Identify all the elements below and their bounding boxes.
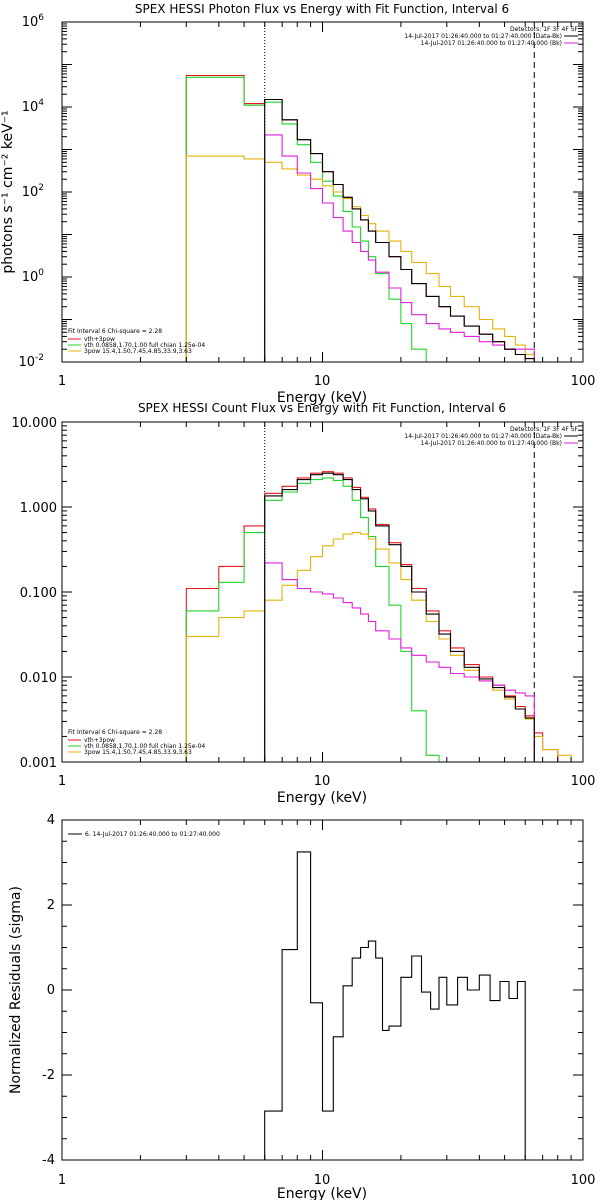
y-tick-exponent: 6	[38, 13, 44, 23]
residuals-y-tick-label: -4	[42, 1153, 55, 1168]
photon-flux-title: SPEX HESSI Photon Flux vs Energy with Fi…	[135, 2, 509, 16]
residuals-panel: 1 10 100 Energy (keV) -4 -2 0 2 4 Normal…	[8, 813, 595, 1200]
count-flux-legend-data-bk: 14-Jul-2017 01:26:40.000 to 01:27:40.000…	[404, 433, 562, 440]
count-flux-x-axis-label: Energy (keV)	[277, 790, 367, 806]
photon-flux-panel: SPEX HESSI Photon Flux vs Energy with Fi…	[0, 2, 595, 406]
count-flux-y-tick-label: 1.000	[20, 501, 57, 516]
photon-flux-legend-total: vth+3pow	[84, 336, 115, 343]
photon-flux-series	[185, 22, 558, 363]
y-tick-base: 10	[22, 270, 39, 285]
count-flux-x-tick-label: 10	[314, 774, 331, 789]
residuals-series	[264, 851, 526, 1160]
residuals-x-axis-label: Energy (keV)	[277, 1186, 367, 1200]
y-tick-exponent: 4	[38, 98, 44, 108]
photon-flux-y-tick-label: 102	[22, 183, 44, 200]
series-1-4	[264, 472, 535, 762]
count-flux-ticks	[61, 422, 583, 763]
series-0-4	[264, 98, 535, 362]
count-flux-y-tick-label: 0.010	[20, 671, 57, 686]
count-flux-legend-detectors: Detectors: 1F 3F 4F 5F	[510, 426, 579, 433]
count-flux-y-tick-label: 0.001	[20, 756, 57, 771]
residuals-x-tick-label: 100	[571, 1173, 596, 1188]
y-tick-exponent: 2	[38, 183, 44, 193]
count-flux-x-tick-label: 100	[571, 774, 596, 789]
photon-flux-x-axis-label: Energy (keV)	[277, 390, 367, 406]
y-tick-base: 10	[22, 15, 39, 30]
photon-flux-y-tick-label: 104	[22, 98, 45, 115]
photon-flux-x-tick-label: 10	[314, 374, 331, 389]
photon-flux-y-tick-label: 10-2	[18, 353, 44, 370]
residuals-ticks	[61, 819, 583, 1161]
photon-flux-legend-bk: 14-Jul-2017 01:26:40.000 to 01:27:40.000…	[421, 40, 562, 47]
y-tick-exponent: 0	[38, 268, 44, 278]
series-2-0	[264, 851, 526, 1160]
y-tick-base: 10	[22, 100, 39, 115]
residuals-x-tick-label: 1	[58, 1173, 66, 1188]
photon-flux-y-tick-label: 100	[22, 268, 45, 285]
y-tick-base: 10	[22, 185, 39, 200]
count-flux-y-tick-label: 10.000	[12, 416, 58, 431]
count-flux-y-tick-label: 0.100	[20, 586, 57, 601]
residuals-y-tick-label: 2	[47, 898, 55, 913]
series-0-3	[264, 134, 535, 362]
count-flux-legend-total: vth+3pow	[84, 737, 115, 744]
photon-flux-x-tick-label: 1	[58, 374, 66, 389]
count-flux-fit-summary: Fit Interval 6 Chi-square = 2.28	[68, 729, 162, 736]
count-flux-legend-bk: 14-Jul-2017 01:26:40.000 to 01:27:40.000…	[421, 440, 562, 447]
photon-flux-fit-summary: Fit Interval 6 Chi-square = 2.28	[68, 328, 162, 335]
residuals-y-axis-label: Normalized Residuals (sigma)	[8, 886, 24, 1094]
count-flux-legend-3pow: 3pow 15.4,1.50,7.45,4.85,33.9,3.63	[84, 749, 192, 756]
photon-flux-legend-vth: vth 0.0858,1.70,1.00 full chian 1.25e-04	[84, 342, 205, 349]
photon-flux-legend-3pow: 3pow 15.4,1.50,7.45,4.85,33.9,3.63	[84, 348, 192, 355]
residuals-x-tick-label: 10	[314, 1173, 331, 1188]
residuals-y-tick-label: -2	[42, 1068, 55, 1083]
residuals-y-tick-label: 0	[47, 983, 55, 998]
photon-flux-legend-data-bk: 14-Jul-2017 01:26:40.000 to 01:27:40.000…	[404, 33, 562, 40]
count-flux-legend-vth: vth 0.0858,1.70,1.00 full chian 1.25e-04	[84, 743, 205, 750]
count-flux-x-tick-label: 1	[58, 774, 66, 789]
count-flux-panel: SPEX HESSI Count Flux vs Energy with Fit…	[12, 401, 596, 806]
photon-flux-y-tick-label: 106	[22, 13, 45, 30]
residuals-y-tick-label: 4	[47, 813, 55, 828]
photon-flux-legend-detectors: Detectors: 1F 3F 4F 5F	[510, 26, 579, 33]
residuals-legend-label: 6. 14-Jul-2017 01:26:40.000 to 01:27:40.…	[85, 831, 220, 838]
count-flux-title: SPEX HESSI Count Flux vs Energy with Fit…	[138, 401, 506, 415]
photon-flux-y-axis-label: photons s⁻¹ cm⁻² keV⁻¹	[0, 110, 16, 273]
count-flux-series	[185, 422, 572, 763]
y-tick-exponent: -2	[35, 353, 44, 363]
y-tick-base: 10	[18, 355, 35, 370]
series-1-3	[264, 562, 535, 762]
photon-flux-x-tick-label: 100	[571, 374, 596, 389]
series-0-1	[185, 76, 480, 363]
photon-flux-ticks	[61, 22, 583, 363]
